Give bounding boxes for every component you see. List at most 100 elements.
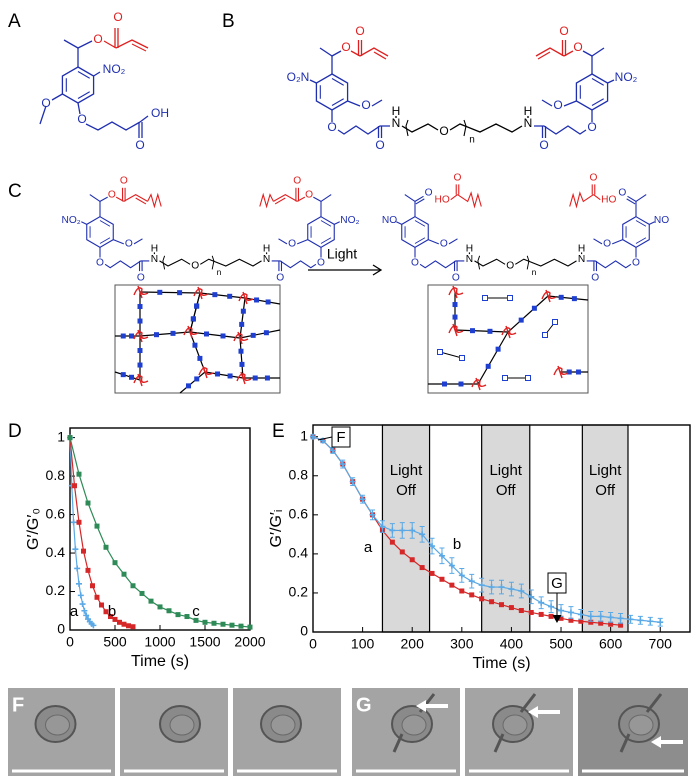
linker: [120, 333, 126, 339]
data-point: [548, 613, 554, 619]
linker: [215, 371, 221, 377]
panel-label: D: [8, 421, 22, 442]
data-point: [112, 616, 118, 622]
linker: [220, 333, 226, 339]
atom-label: n: [217, 267, 222, 277]
data-point: [67, 435, 73, 441]
atom-label: O: [293, 176, 301, 187]
atom-label: O: [559, 24, 568, 38]
x-tick-label: 600: [599, 636, 623, 652]
atom-label: O: [603, 239, 611, 250]
data-point: [157, 604, 163, 610]
atom-label: O₂N: [287, 70, 310, 84]
region-label: Light: [390, 462, 423, 479]
bond: [404, 194, 416, 202]
data-point: [588, 619, 594, 625]
x-tick-label: 500: [103, 634, 127, 650]
data-point: [578, 618, 584, 624]
linker: [227, 293, 233, 299]
y-tick-label: 0.2: [289, 584, 309, 600]
data-point: [448, 562, 455, 569]
linker: [204, 331, 209, 337]
atom-label: O: [341, 40, 350, 54]
bond: [103, 40, 117, 49]
bond: [537, 51, 551, 60]
annotation: G: [551, 575, 563, 592]
micrograph-label: F: [12, 694, 24, 716]
data-point: [130, 583, 136, 589]
linker: [129, 333, 134, 339]
data-point: [538, 611, 544, 617]
bond: [347, 100, 361, 107]
data-point: [193, 617, 199, 623]
linker: [239, 361, 245, 367]
bond: [115, 39, 149, 49]
atom-label: O: [113, 10, 122, 24]
data-point: [429, 543, 436, 550]
bond: [93, 71, 101, 77]
annotation: F: [336, 429, 345, 446]
linker: [186, 383, 191, 389]
data-point: [389, 527, 396, 534]
bond: [259, 192, 274, 209]
atom-label: N: [392, 116, 401, 130]
panel-label: A: [8, 11, 21, 32]
bond: [77, 40, 93, 49]
data-point: [419, 531, 426, 538]
crosslink: [233, 331, 249, 345]
crosslink: [193, 286, 209, 300]
data-point: [130, 624, 136, 630]
bond: [450, 194, 458, 201]
data-point: [229, 622, 235, 628]
linker: [154, 332, 159, 338]
y-tick-label: 0.2: [46, 582, 66, 598]
bond: [309, 79, 317, 84]
micrograph-label: G: [356, 694, 372, 716]
x-tick-label: 700: [649, 636, 673, 652]
data-point: [379, 523, 386, 530]
atom-label: N: [578, 254, 585, 265]
data-point: [419, 565, 425, 571]
data-point: [70, 519, 77, 526]
crosslink: [133, 285, 149, 299]
data-point: [647, 618, 654, 625]
atom-label: O: [317, 257, 325, 268]
data-point: [103, 544, 109, 550]
linker: [518, 317, 524, 323]
linker: [469, 328, 475, 334]
data-point: [139, 590, 145, 596]
linker: [212, 292, 218, 298]
fragment-end: [459, 355, 465, 361]
data-point: [399, 549, 405, 555]
data-point: [90, 583, 95, 589]
network-box: [427, 284, 589, 394]
crosslink: [471, 377, 487, 391]
atom-label: O: [276, 273, 284, 284]
micrograph: [233, 688, 341, 776]
bond: [313, 196, 322, 202]
data-point: [349, 478, 356, 485]
atom-label: OH: [151, 106, 169, 120]
crosslink: [448, 285, 464, 299]
plot-frame: [312, 424, 691, 633]
bond: [535, 47, 565, 57]
linker: [240, 308, 246, 314]
cell-inner: [401, 714, 427, 736]
atom-label: NO₂: [61, 215, 80, 226]
bond: [526, 255, 530, 270]
fragment-end: [437, 349, 443, 355]
bond: [85, 121, 141, 131]
bond: [133, 238, 143, 245]
data-point: [499, 602, 504, 608]
x-tick-label: 1500: [189, 634, 220, 650]
atom-label: H: [524, 104, 533, 118]
pointer-arrow-head: [528, 706, 538, 718]
linker: [254, 297, 260, 303]
atom-label: H: [466, 244, 473, 255]
network-strand: [507, 295, 549, 333]
atom-label: O: [77, 112, 86, 126]
data-point: [108, 614, 113, 620]
crosslink: [541, 289, 557, 303]
